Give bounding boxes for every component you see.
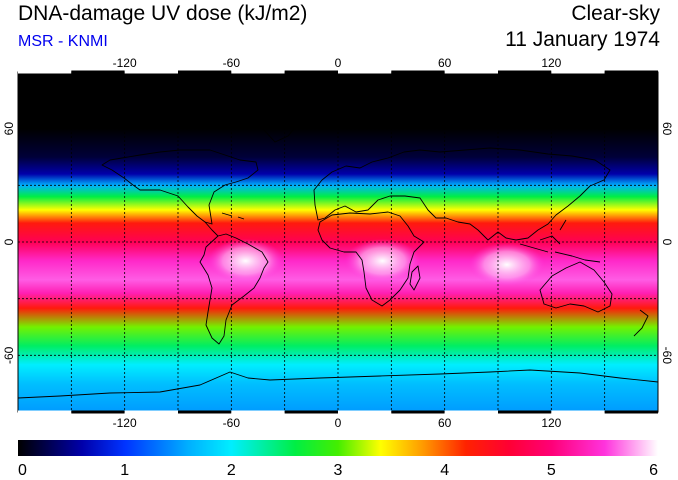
coastline-caribbean	[221, 212, 245, 220]
colorbar-tick-label: 0	[18, 462, 27, 479]
lat-tick-label: 0	[660, 239, 674, 246]
lon-tick-label: 0	[335, 416, 342, 430]
lat-tick-label: -60	[2, 346, 16, 364]
lon-tick-label: -120	[113, 56, 137, 70]
lon-tick-label: 120	[541, 416, 561, 430]
lat-tick-label: 60	[2, 122, 16, 136]
latitude-labels-left: 60 0 -60	[2, 122, 16, 364]
lon-tick-label: 0	[335, 56, 342, 70]
uv-hotspot-1	[207, 238, 284, 283]
longitude-labels-top: -120 -60 0 60 120	[113, 56, 562, 70]
date-label: 11 January 1974	[505, 28, 660, 51]
colorbar-tick-label: 2	[227, 462, 236, 479]
lon-tick-label: 60	[438, 416, 452, 430]
colorbar-tick-labels: 0 1 2 3 4 5 6	[18, 462, 658, 479]
coastline-africa	[317, 211, 425, 307]
lon-tick-label: 60	[438, 56, 452, 70]
coastline-north-america	[101, 149, 259, 225]
coastline-antarctica	[18, 369, 658, 399]
uv-hotspot-3	[468, 242, 545, 287]
coastline-layer	[18, 107, 658, 399]
coastline-australia	[539, 261, 613, 313]
colorbar-tick-label: 4	[440, 462, 449, 479]
colorbar	[18, 440, 658, 456]
lon-tick-label: -60	[223, 416, 241, 430]
source-label: MSR - KNMI	[18, 33, 108, 50]
frame-tick-marks	[18, 70, 658, 414]
condition-label: Clear-sky	[571, 2, 660, 25]
uv-hotspot-2	[344, 238, 421, 283]
colorbar-tick-label: 3	[334, 462, 343, 479]
lat-tick-label: 60	[660, 122, 674, 136]
coastline-eurasia	[313, 147, 611, 241]
lat-tick-label: 0	[2, 238, 16, 245]
latitude-labels-right: 60 0 -60	[660, 122, 674, 364]
coastline-central-america	[204, 221, 219, 237]
coastline-greenland	[249, 107, 301, 143]
lon-tick-label: -120	[113, 416, 137, 430]
map-panel	[18, 72, 658, 412]
colorbar-tick-label: 6	[649, 462, 658, 479]
coastline-maritime-asia	[519, 219, 601, 263]
uv-hotspot-layer	[207, 238, 545, 287]
lon-tick-label: 120	[541, 56, 561, 70]
colorbar-tick-label: 5	[547, 462, 556, 479]
map-title: DNA-damage UV dose (kJ/m2)	[18, 2, 308, 25]
coastline-new-zealand	[633, 309, 649, 337]
coastline-madagascar	[409, 265, 421, 291]
colorbar-tick-label: 1	[120, 462, 129, 479]
lat-tick-label: -60	[660, 347, 674, 365]
graticule	[18, 72, 658, 412]
lon-tick-label: -60	[223, 56, 241, 70]
coastline-south-america	[199, 233, 269, 345]
longitude-labels-bottom: -120 -60 0 60 120	[113, 416, 562, 430]
